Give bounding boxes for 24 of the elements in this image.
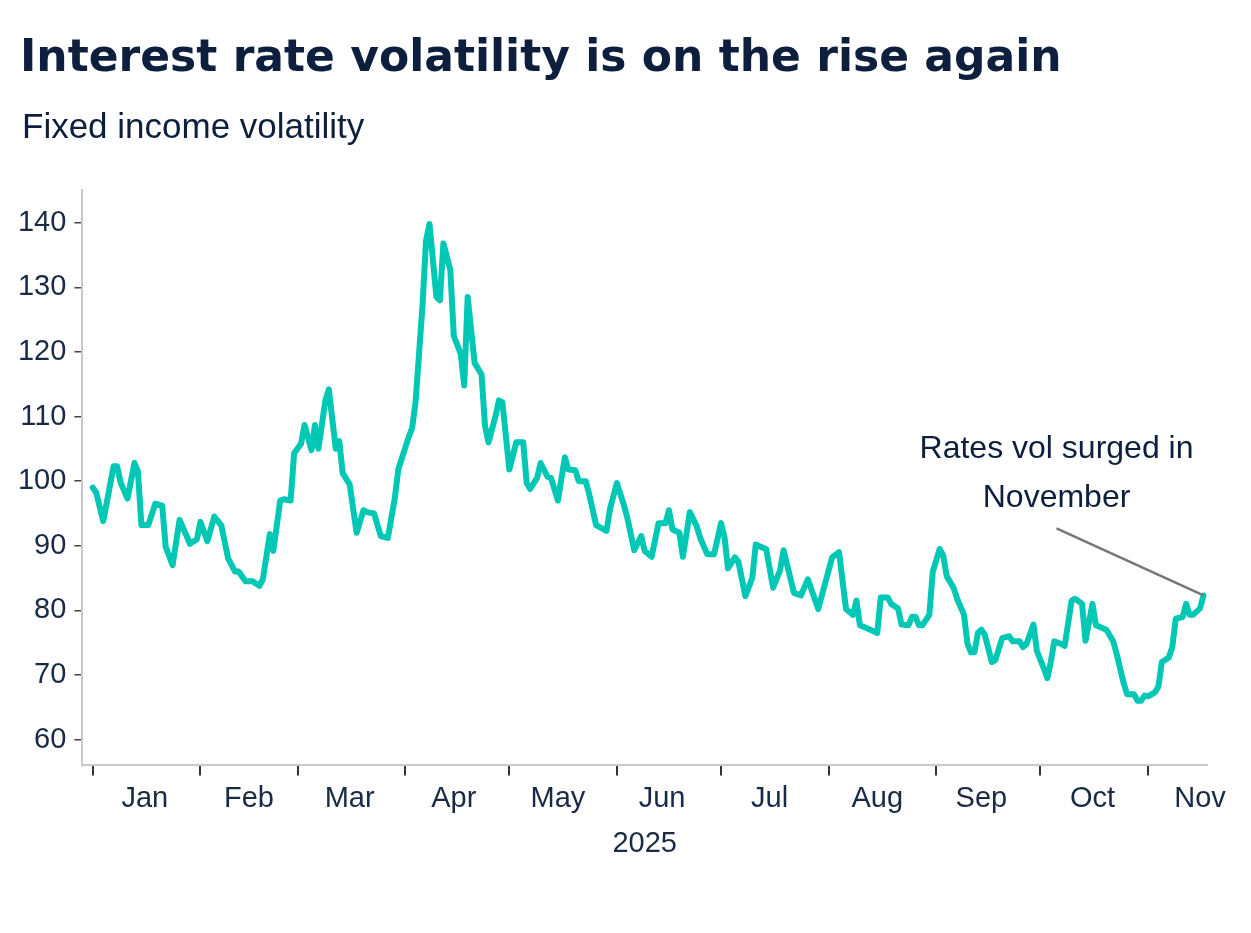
x-tick-label: Aug <box>851 780 904 813</box>
x-tick-label: Apr <box>431 780 477 813</box>
x-axis-title: 2025 <box>612 825 677 858</box>
y-tick-label: 90 <box>34 527 67 560</box>
x-tick-label: Jul <box>751 780 789 813</box>
annotation: Rates vol surged in November <box>919 429 1194 515</box>
x-tick-label: Oct <box>1069 780 1116 813</box>
y-tick-label: 120 <box>17 333 67 366</box>
x-tick-label: Mar <box>324 780 375 813</box>
x-tick-label: Jun <box>638 780 686 813</box>
y-tick-label: 140 <box>17 204 67 237</box>
x-tick-label: May <box>530 780 586 813</box>
x-tick-label: Sep <box>955 780 1008 813</box>
x-tick-label: Nov <box>1174 780 1227 813</box>
chart-subtitle: Fixed income volatility <box>22 106 365 146</box>
y-tick-label: 130 <box>17 269 67 302</box>
y-tick-label: 60 <box>34 721 67 754</box>
y-tick-label: 100 <box>17 463 67 496</box>
y-tick-label: 110 <box>20 398 67 431</box>
y-tick-label: 80 <box>34 592 67 625</box>
x-tick-label: Jan <box>121 780 169 813</box>
x-tick-label: Feb <box>224 780 274 813</box>
chart-title: Interest rate volatility is on the rise again <box>20 30 1062 81</box>
y-tick-label: 70 <box>34 656 67 689</box>
